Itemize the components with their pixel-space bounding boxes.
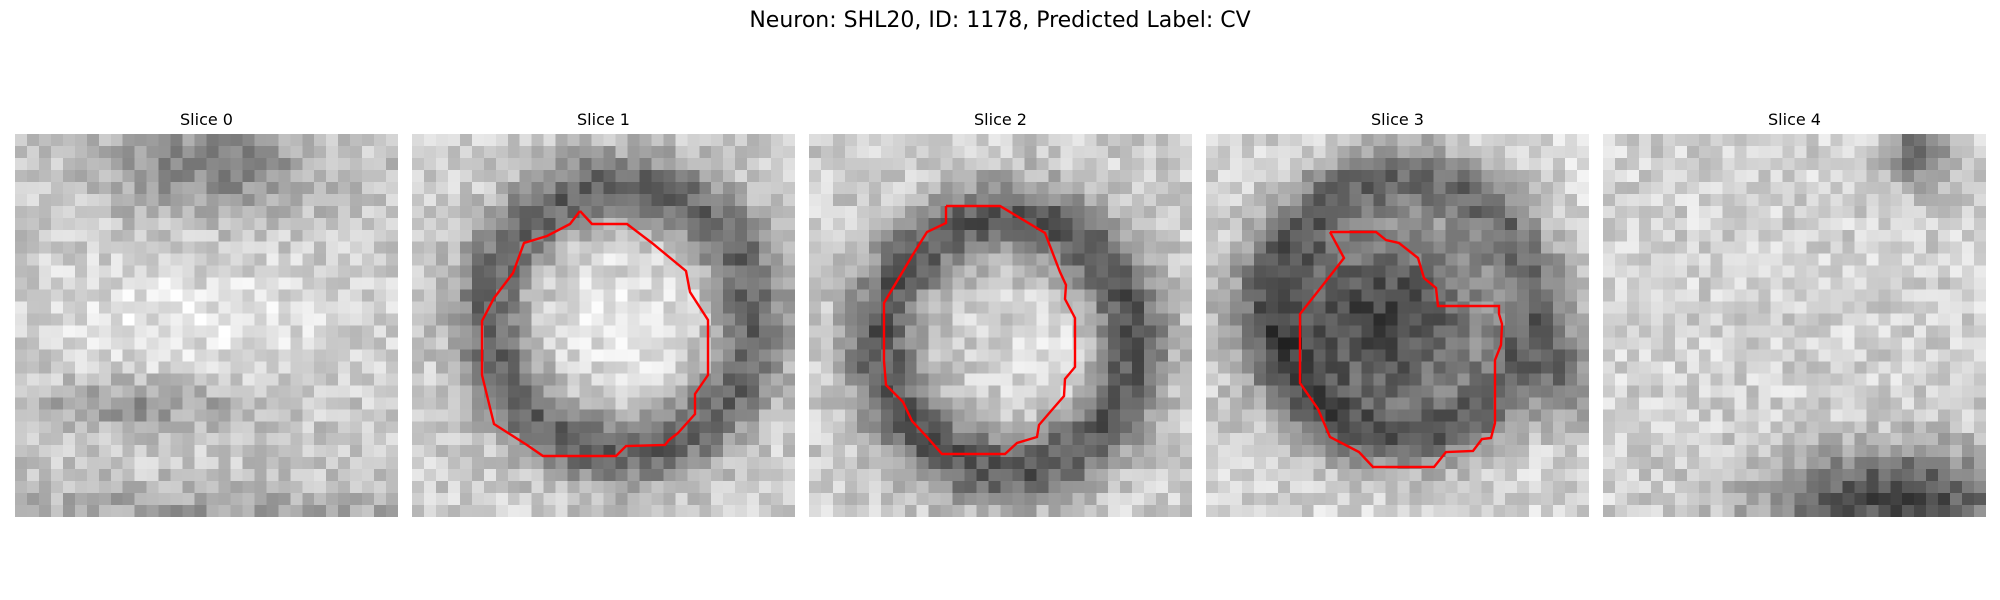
- slice-image-4: [1603, 134, 1986, 517]
- slice-image-3: [1206, 134, 1589, 517]
- slice-image-1: [412, 134, 795, 517]
- slice-title: Slice 4: [1768, 110, 1821, 129]
- slice-title: Slice 2: [974, 110, 1027, 129]
- slice-panel-3: Slice 3: [1206, 108, 1589, 517]
- slice-panel-4: Slice 4: [1603, 108, 1986, 517]
- slice-title: Slice 0: [180, 110, 233, 129]
- slice-panel-1: Slice 1: [412, 108, 795, 517]
- slice-title: Slice 1: [577, 110, 630, 129]
- figure-title: Neuron: SHL20, ID: 1178, Predicted Label…: [749, 8, 1251, 33]
- slice-image-0: [15, 134, 398, 517]
- slice-title: Slice 3: [1371, 110, 1424, 129]
- slice-panel-2: Slice 2: [809, 108, 1192, 517]
- slice-image-2: [809, 134, 1192, 517]
- slice-panel-0: Slice 0: [15, 108, 398, 517]
